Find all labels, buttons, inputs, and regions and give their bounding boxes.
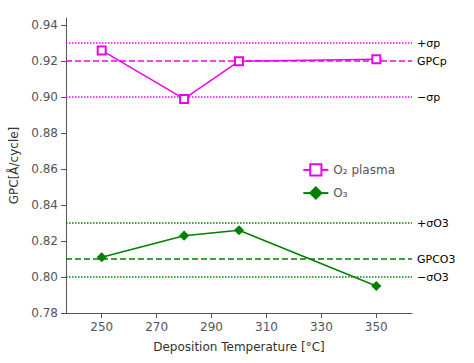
svg-text:250: 250 <box>90 320 113 334</box>
svg-text:+σO3: +σO3 <box>417 217 449 230</box>
svg-text:0.84: 0.84 <box>31 198 58 212</box>
svg-text:0.90: 0.90 <box>31 90 58 104</box>
svg-text:GPCO3: GPCO3 <box>417 253 456 266</box>
svg-text:O₂ plasma: O₂ plasma <box>333 163 395 177</box>
svg-text:0.80: 0.80 <box>31 270 58 284</box>
svg-text:GPCp: GPCp <box>417 55 447 68</box>
svg-text:−σp: −σp <box>417 91 440 104</box>
svg-text:O₃: O₃ <box>333 186 347 200</box>
svg-text:350: 350 <box>365 320 388 334</box>
svg-text:0.78: 0.78 <box>31 306 58 320</box>
svg-text:+σp: +σp <box>417 37 440 50</box>
svg-text:0.94: 0.94 <box>31 18 58 32</box>
svg-text:0.88: 0.88 <box>31 126 58 140</box>
svg-text:310: 310 <box>255 320 278 334</box>
svg-text:GPC[Å/cycle]: GPC[Å/cycle] <box>6 127 21 205</box>
svg-text:0.82: 0.82 <box>31 234 58 248</box>
svg-text:270: 270 <box>145 320 168 334</box>
svg-text:330: 330 <box>310 320 333 334</box>
svg-text:0.92: 0.92 <box>31 54 58 68</box>
svg-text:Deposition Temperature [°C]: Deposition Temperature [°C] <box>153 340 325 354</box>
svg-text:−σO3: −σO3 <box>417 271 449 284</box>
svg-text:0.86: 0.86 <box>31 162 58 176</box>
svg-text:290: 290 <box>200 320 223 334</box>
